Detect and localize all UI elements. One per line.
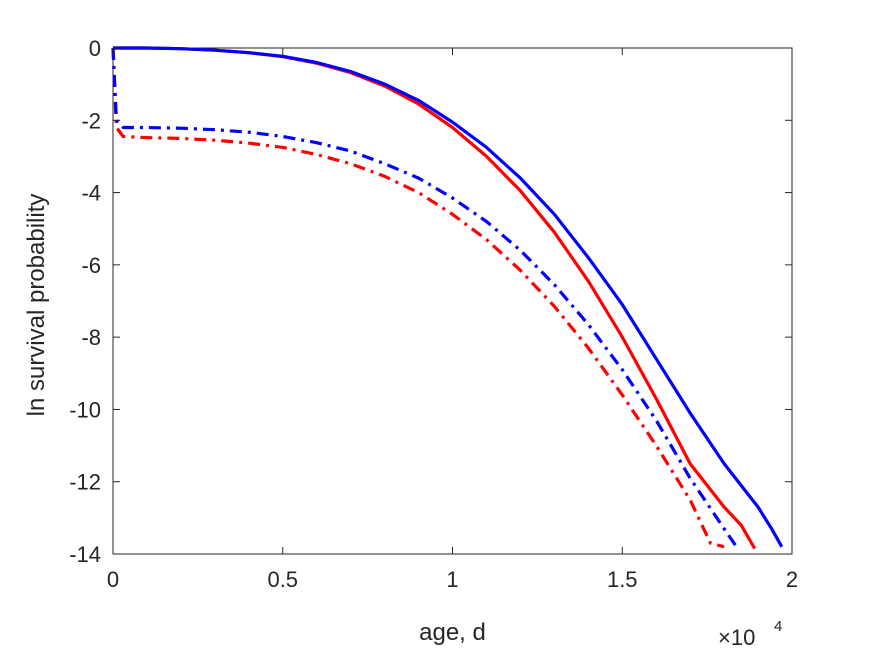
x-exponent-base: ×10 bbox=[718, 625, 755, 650]
y-tick-label: -6 bbox=[81, 253, 101, 278]
series-layer bbox=[111, 46, 784, 550]
x-tick-label: 2 bbox=[786, 567, 798, 592]
y-tick-label: 0 bbox=[89, 36, 101, 61]
plot-area: 0 0.5 1 1.5 2 0 -2 -4 -6 -8 -10 -12 -14 bbox=[69, 36, 798, 592]
x-tick-label: 0.5 bbox=[267, 567, 298, 592]
series-blue-solid bbox=[113, 46, 784, 548]
y-tick-label: -10 bbox=[69, 397, 101, 422]
y-tick-label: -14 bbox=[69, 542, 101, 567]
y-tick-label: -4 bbox=[81, 181, 101, 206]
y-tick-label: -12 bbox=[69, 470, 101, 495]
y-axis-label: ln survival probability bbox=[23, 194, 50, 417]
x-tick-label: 1.5 bbox=[607, 567, 638, 592]
ticks-layer: 0 0.5 1 1.5 2 0 -2 -4 -6 -8 -10 -12 -14 bbox=[69, 36, 798, 592]
y-tick-label: -2 bbox=[81, 108, 101, 133]
x-tick-label: 1 bbox=[446, 567, 458, 592]
axes-box bbox=[112, 47, 793, 555]
x-tick-label: 0 bbox=[107, 567, 119, 592]
x-exponent-power: 4 bbox=[774, 618, 782, 635]
x-axis-label: age, d bbox=[419, 619, 486, 646]
x-axis-exponent: ×10 4 bbox=[718, 618, 782, 650]
y-tick-label: -8 bbox=[81, 325, 101, 350]
